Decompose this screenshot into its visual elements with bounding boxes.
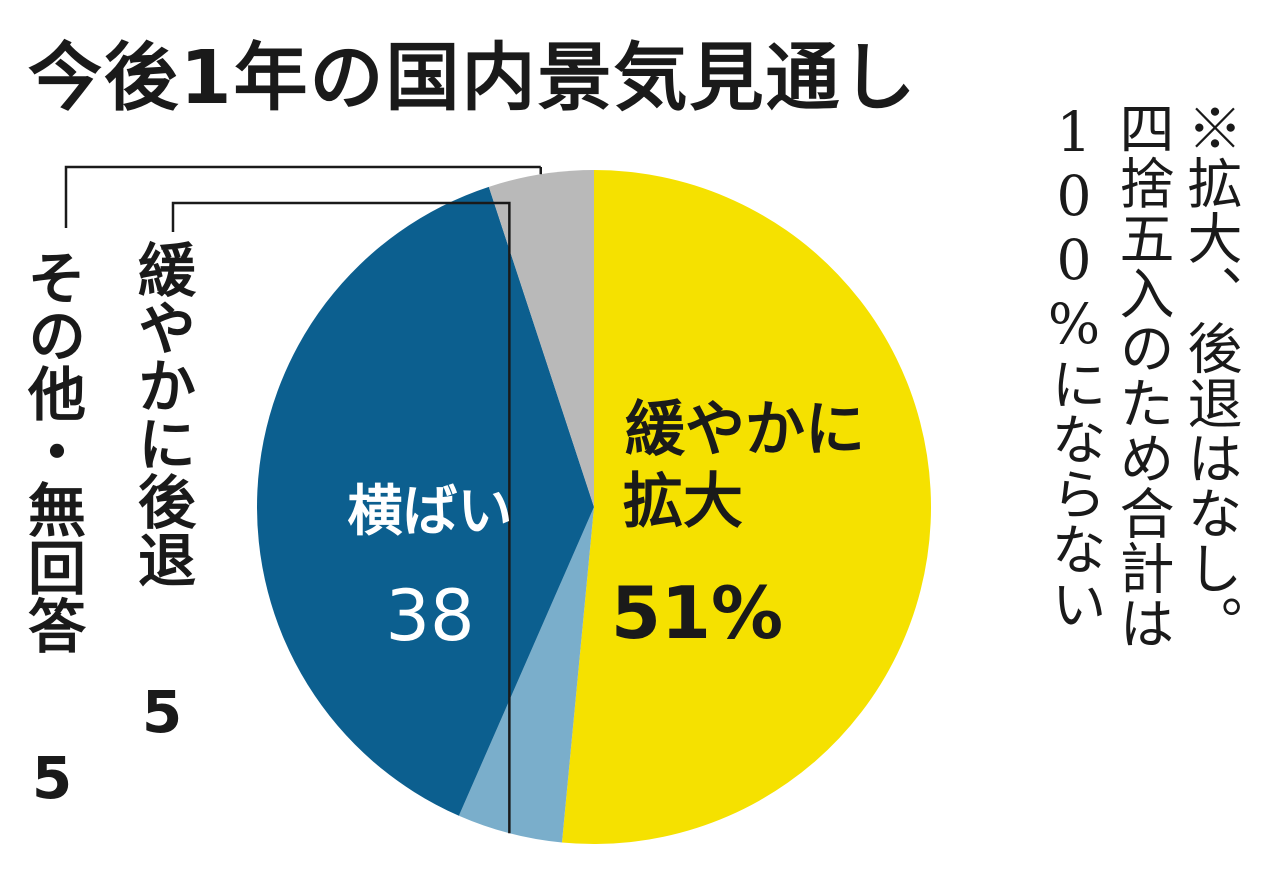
slice-label-slight-recession: 緩やかに後退 5 bbox=[128, 240, 196, 746]
slice-slight-recession bbox=[458, 507, 594, 843]
slice-label-flat: 横ばい 38 bbox=[347, 479, 512, 657]
slice-value: 5 bbox=[18, 744, 86, 812]
leader-line-other bbox=[64, 165, 541, 228]
slice-label-slight-expansion: 緩やかに拡大 51% bbox=[611, 395, 865, 655]
slice-label-other-no-answer: その他・無回答 5 bbox=[18, 248, 86, 812]
slice-slight-expansion bbox=[561, 170, 931, 845]
slice-other-no-answer bbox=[488, 170, 594, 507]
leader-line-recession bbox=[171, 201, 511, 834]
slice-label-text: その他・無回答 bbox=[18, 248, 86, 654]
footnote-line-2: 四捨五入のため合計は bbox=[1110, 100, 1174, 650]
footnote-line-1: ※拡大、後退はなし。 bbox=[1178, 100, 1242, 650]
slice-value: 51% bbox=[611, 571, 783, 655]
chart-title: 今後1年の国内景気見通し bbox=[28, 35, 918, 121]
slice-label-text: 緩やかに後退 bbox=[128, 240, 196, 588]
slice-value: 5 bbox=[128, 678, 196, 746]
footnote-line-3: 100%にならない bbox=[1042, 100, 1106, 631]
footnote: ※拡大、後退はなし。 四捨五入のため合計は 100%にならない bbox=[1040, 100, 1244, 650]
slice-value: 38 bbox=[385, 575, 474, 657]
